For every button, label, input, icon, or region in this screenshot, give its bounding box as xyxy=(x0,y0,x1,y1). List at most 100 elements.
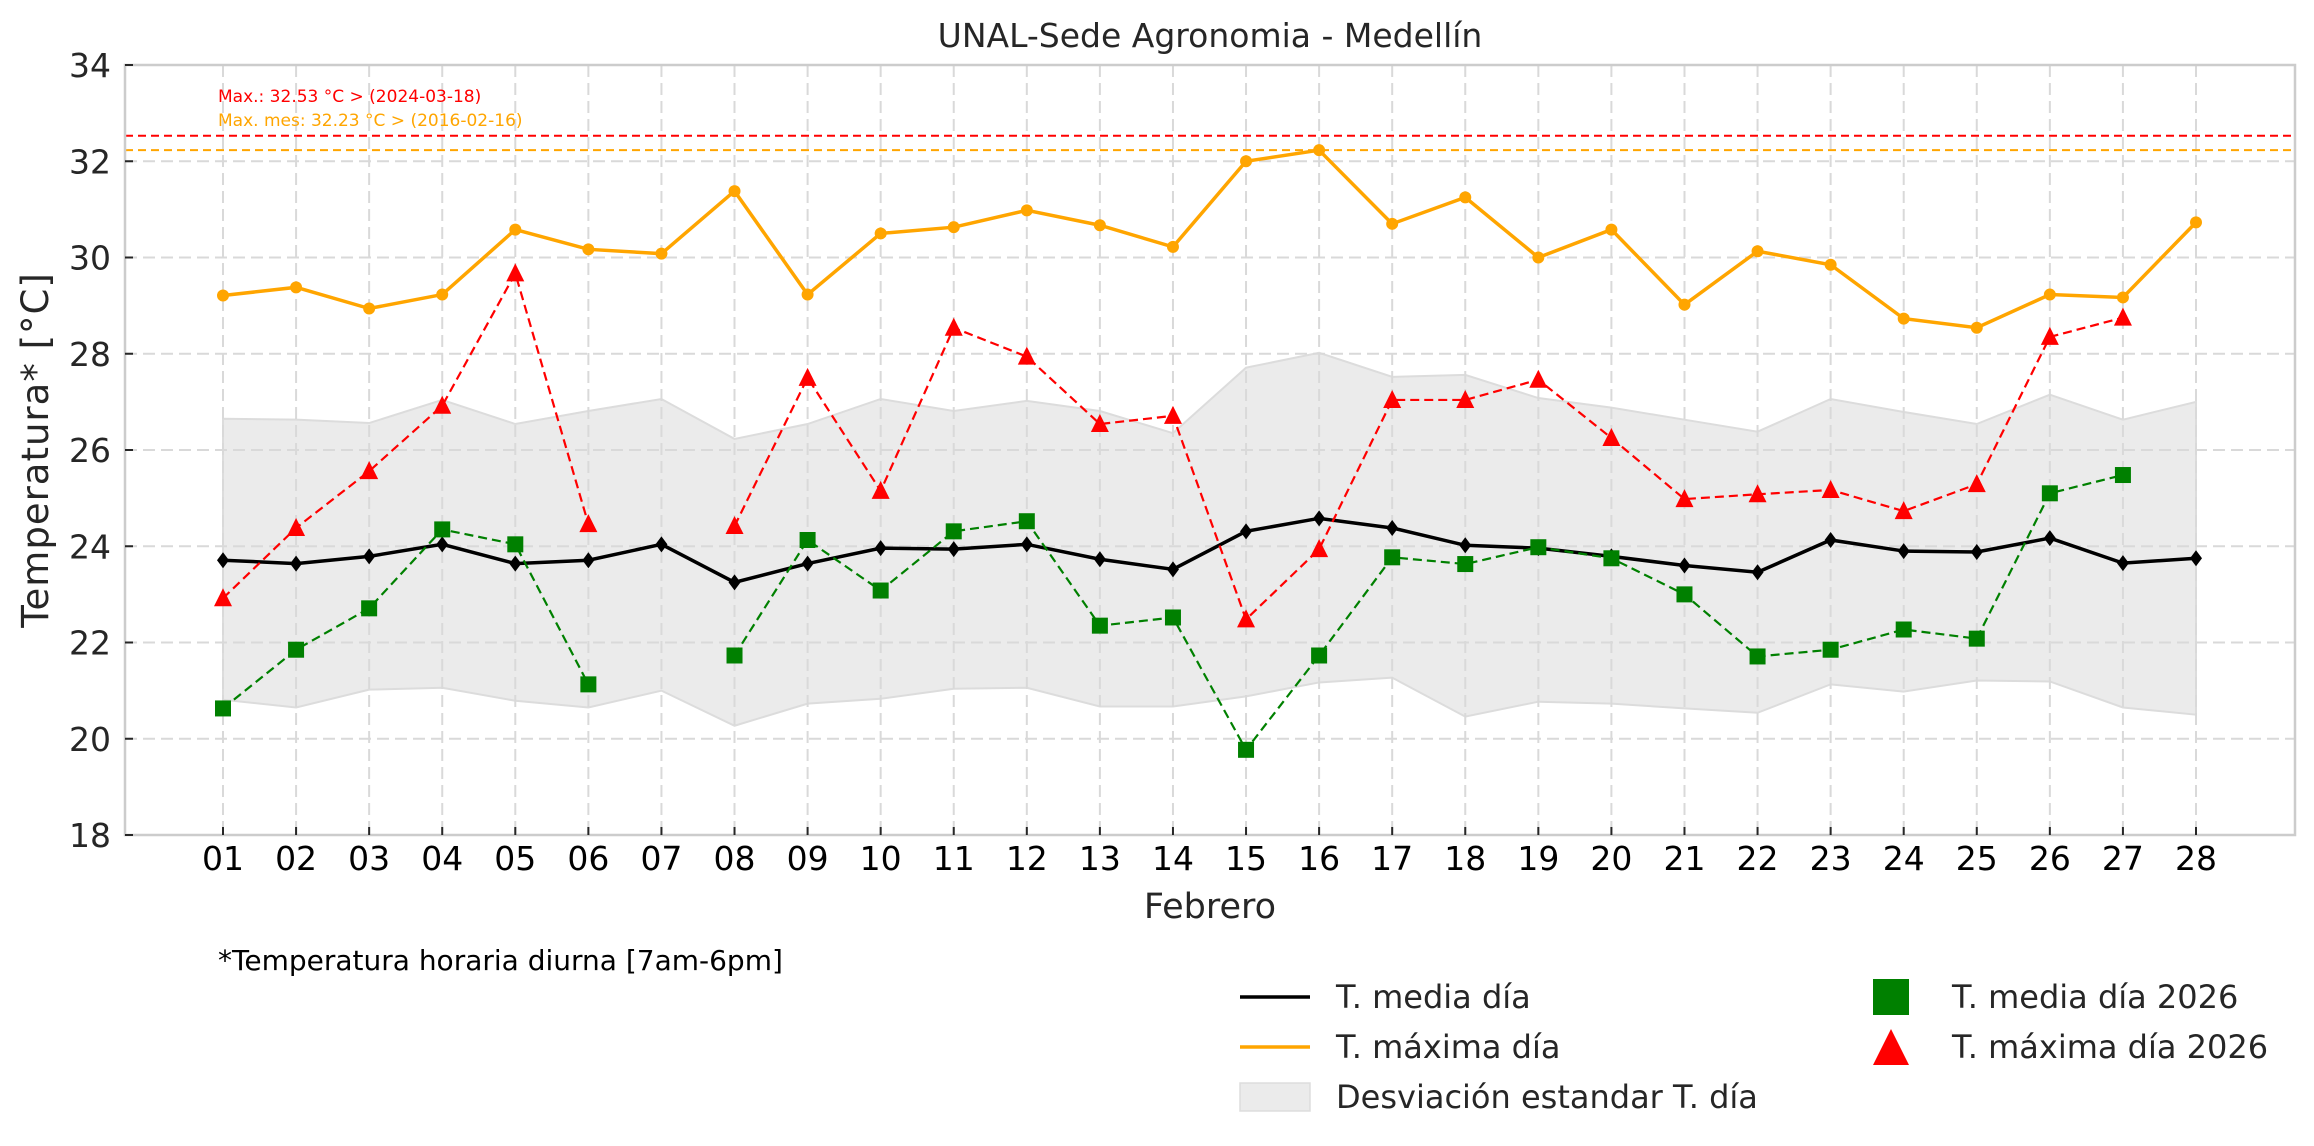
data-point xyxy=(1166,240,1179,253)
x-tick-label: 15 xyxy=(1225,839,1267,878)
data-point xyxy=(871,480,890,499)
data-point xyxy=(1018,513,1035,530)
x-tick-label: 08 xyxy=(714,839,756,878)
data-point xyxy=(1237,609,1256,628)
legend-item: T. máxima día xyxy=(1240,1028,1560,1066)
data-point xyxy=(1166,561,1179,578)
data-point xyxy=(1091,617,1108,634)
y-tick-label: 24 xyxy=(69,527,111,566)
data-point xyxy=(874,227,887,240)
series-line xyxy=(222,528,590,710)
data-point xyxy=(1824,258,1837,271)
data-point xyxy=(1017,346,1036,365)
legend-label: T. máxima día xyxy=(1335,1028,1560,1066)
data-point xyxy=(1238,741,1255,758)
data-point xyxy=(799,531,816,548)
data-point xyxy=(1310,539,1329,558)
data-point xyxy=(1459,537,1472,554)
y-tick-label: 26 xyxy=(69,431,111,470)
chart-title: UNAL-Sede Agronomia - Medellín xyxy=(938,16,1483,55)
data-point xyxy=(217,552,229,569)
data-point xyxy=(217,289,229,302)
data-point xyxy=(1749,648,1766,665)
data-point xyxy=(947,541,960,558)
data-point xyxy=(1459,191,1472,204)
data-point xyxy=(436,536,449,553)
data-point xyxy=(726,647,743,664)
x-tick-label: 12 xyxy=(1006,839,1048,878)
data-point xyxy=(1020,536,1033,553)
data-point xyxy=(2043,530,2056,547)
legend-item: T. máxima día 2026 xyxy=(1873,1028,2268,1066)
series-line xyxy=(733,316,2124,622)
x-tick-label: 26 xyxy=(2029,839,2071,878)
legend-square-icon xyxy=(1873,979,1909,1015)
data-point xyxy=(801,288,814,301)
data-point xyxy=(1751,564,1764,581)
y-axis-label: Temperatura* [°C] xyxy=(14,272,57,629)
x-tick-label: 21 xyxy=(1663,839,1705,878)
data-point xyxy=(801,555,814,572)
series-line xyxy=(733,473,2124,752)
data-point xyxy=(1240,523,1253,540)
x-tick-label: 22 xyxy=(1737,839,1779,878)
data-point xyxy=(1313,144,1326,157)
x-tick-label: 25 xyxy=(1956,839,1998,878)
data-point xyxy=(506,263,525,282)
x-tick-label: 14 xyxy=(1152,839,1194,878)
legend-patch-swatch xyxy=(1239,1082,1311,1112)
data-point xyxy=(214,588,232,607)
data-point xyxy=(1530,539,1547,556)
x-tick-label: 19 xyxy=(1517,839,1559,878)
y-tick-label: 20 xyxy=(69,720,111,759)
data-point xyxy=(2116,291,2129,304)
data-point xyxy=(1824,531,1837,548)
data-point xyxy=(1970,321,1983,334)
data-point xyxy=(1678,557,1691,574)
data-point xyxy=(725,516,744,535)
data-point xyxy=(1457,556,1474,573)
data-point xyxy=(215,700,231,717)
footnote: *Temperatura horaria diurna [7am-6pm] xyxy=(218,944,783,977)
data-point xyxy=(436,288,449,301)
data-point xyxy=(1093,219,1106,232)
legend: T. media día T. máxima día Desviación esta… xyxy=(1239,978,2268,1116)
x-tick-label: 09 xyxy=(787,839,829,878)
data-point xyxy=(1386,217,1399,230)
data-point xyxy=(872,582,889,599)
data-point xyxy=(509,223,522,236)
data-point xyxy=(1311,647,1328,664)
data-point xyxy=(434,521,451,538)
data-point xyxy=(433,395,452,414)
data-point xyxy=(509,555,522,572)
data-point xyxy=(363,548,376,565)
data-point xyxy=(1603,550,1620,567)
x-tick-label: 03 xyxy=(348,839,390,878)
data-point xyxy=(1090,414,1109,433)
data-point xyxy=(1676,586,1693,603)
legend-label: T. media día xyxy=(1335,978,1531,1016)
data-point xyxy=(1821,479,1840,498)
x-tick-label: 01 xyxy=(202,839,244,878)
data-point xyxy=(728,185,741,198)
x-tick-label: 24 xyxy=(1883,839,1925,878)
x-tick-label: 20 xyxy=(1590,839,1632,878)
y-tick-label: 32 xyxy=(69,142,111,181)
reference-label-max_record: Max.: 32.53 °C > (2024-03-18) xyxy=(218,87,481,107)
data-point xyxy=(363,302,376,315)
x-tick-label: 04 xyxy=(421,839,463,878)
data-point xyxy=(1456,389,1475,408)
x-tick-label: 02 xyxy=(275,839,317,878)
data-point xyxy=(945,523,962,540)
legend-item: Desviación estandar T. día xyxy=(1239,1078,1758,1116)
data-point xyxy=(1897,543,1910,560)
data-point xyxy=(1093,551,1106,568)
x-tick-label: 07 xyxy=(640,839,682,878)
data-point xyxy=(1529,369,1548,388)
data-point xyxy=(1675,489,1694,508)
data-point xyxy=(1897,312,1910,325)
data-point xyxy=(290,555,303,572)
x-axis-label: Febrero xyxy=(1144,887,1276,927)
data-point xyxy=(655,247,668,260)
data-point xyxy=(1751,245,1764,258)
